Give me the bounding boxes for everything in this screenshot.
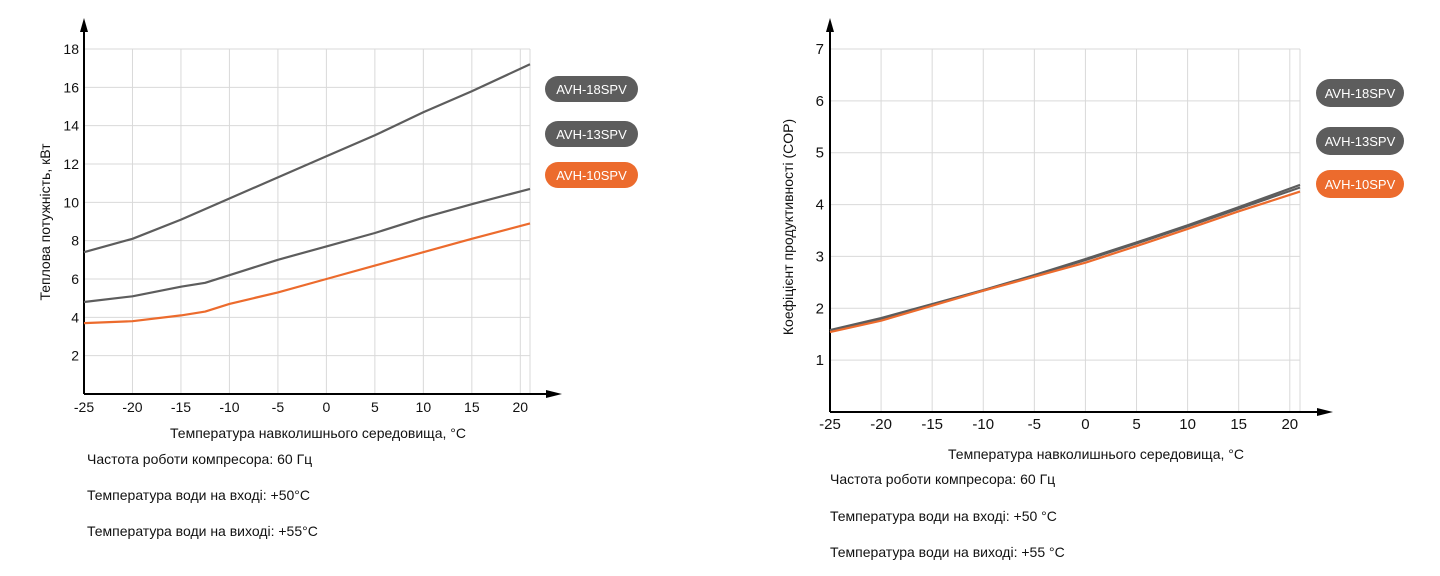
y-tick-label: 2 xyxy=(816,300,824,317)
x-tick-label: -5 xyxy=(272,399,285,415)
x-tick-label: 0 xyxy=(322,399,330,415)
compressor-frequency-note-right: Частота роботи компресора: 60 Гц xyxy=(830,471,1056,487)
compressor-frequency-note-left: Частота роботи компресора: 60 Гц xyxy=(87,451,313,467)
water-inlet-temp-note-right: Температура води на вході: +50 °С xyxy=(830,508,1057,524)
legend-pill-avh-13spv xyxy=(545,121,638,147)
x-tick-label: 0 xyxy=(1081,416,1089,433)
x-axis-arrow xyxy=(1317,408,1333,416)
y-tick-label: 8 xyxy=(71,233,79,249)
series-line-avh-13spv xyxy=(829,186,1301,332)
x-tick-label: -15 xyxy=(921,416,943,433)
x-tick-label: -25 xyxy=(74,399,94,415)
series-line-avh-13spv xyxy=(83,187,531,304)
series-line-avh-10spv xyxy=(83,222,531,325)
series-line-avh-18spv xyxy=(83,63,531,254)
legend-pill-avh-13spv xyxy=(1316,127,1404,155)
x-tick-label: 10 xyxy=(1179,416,1196,433)
x-axis-label: Температура навколишнього середовища, °С xyxy=(948,446,1244,462)
x-tick-label: 15 xyxy=(464,399,480,415)
x-tick-label: 10 xyxy=(416,399,432,415)
y-tick-label: 4 xyxy=(816,197,824,214)
x-tick-label: 20 xyxy=(1281,416,1298,433)
x-tick-label: 5 xyxy=(1132,416,1140,433)
x-tick-label: -10 xyxy=(219,399,239,415)
legend-label: AVH-13SPV xyxy=(556,127,627,142)
water-outlet-temp-note-right: Температура води на виході: +55 °С xyxy=(830,544,1065,560)
legend-pill-avh-18spv xyxy=(545,76,638,102)
y-tick-label: 6 xyxy=(816,93,824,110)
water-inlet-temp-note-left: Температура води на вході: +50°С xyxy=(87,487,311,503)
x-tick-label: -25 xyxy=(819,416,841,433)
x-tick-label: -5 xyxy=(1028,416,1041,433)
x-axis-label: Температура навколишнього середовища, °С xyxy=(170,425,466,441)
x-tick-label: -15 xyxy=(171,399,191,415)
water-outlet-temp-note-left: Температура води на виході: +55°С xyxy=(87,523,318,539)
y-tick-label: 7 xyxy=(816,41,824,58)
y-tick-label: 1 xyxy=(816,352,824,369)
y-axis-label: Коефіцієнт продуктивності (COP) xyxy=(780,119,796,335)
y-tick-label: 2 xyxy=(71,348,79,364)
x-axis-arrow xyxy=(546,390,562,398)
x-tick-label: -20 xyxy=(122,399,142,415)
y-tick-label: 10 xyxy=(63,194,79,210)
legend-pill-avh-10spv xyxy=(545,162,638,188)
y-tick-label: 5 xyxy=(816,145,824,162)
x-tick-label: 15 xyxy=(1230,416,1247,433)
y-tick-label: 14 xyxy=(63,118,79,134)
x-tick-label: 5 xyxy=(371,399,379,415)
legend-label: AVH-10SPV xyxy=(1325,177,1396,192)
chart-2: -25 -20 -15 -10 -5 0 5 10 15 20 1 2 3 4 5 6 7 Температура… xyxy=(780,18,1404,462)
series-line-avh-10spv xyxy=(829,190,1301,334)
y-tick-label: 3 xyxy=(816,248,824,265)
x-tick-label: -10 xyxy=(972,416,994,433)
y-axis-arrow xyxy=(80,18,88,32)
y-axis-label: Теплова потужність, кВт xyxy=(37,143,53,301)
legend-pill-avh-10spv xyxy=(1316,170,1404,198)
y-tick-label: 16 xyxy=(63,79,79,95)
legend-label: AVH-13SPV xyxy=(1325,134,1396,149)
y-tick-label: 12 xyxy=(63,156,79,172)
legend-pill-avh-18spv xyxy=(1316,79,1404,107)
legend-label: AVH-10SPV xyxy=(556,168,627,183)
chart-1: -25 -20 -15 -10 -5 0 5 10 15 20 2 4 6 8 10 12 14 16 18 Темп… xyxy=(37,18,638,441)
y-tick-label: 18 xyxy=(63,41,79,57)
legend-label: AVH-18SPV xyxy=(556,82,627,97)
legend-label: AVH-18SPV xyxy=(1325,86,1396,101)
y-tick-label: 4 xyxy=(71,309,79,325)
x-tick-label: 20 xyxy=(513,399,529,415)
y-tick-label: 6 xyxy=(71,271,79,287)
x-tick-label: -20 xyxy=(870,416,892,433)
y-axis-arrow xyxy=(826,18,834,32)
